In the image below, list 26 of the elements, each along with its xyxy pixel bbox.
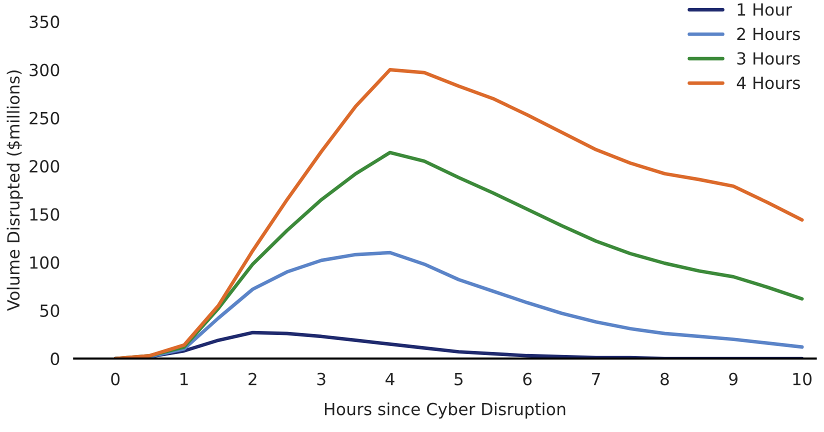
y-tick-label: 250 <box>30 112 60 124</box>
x-tick-label: 1 <box>180 372 188 386</box>
x-tick-label: 0 <box>111 372 120 386</box>
x-tick-label: 10 <box>793 372 812 386</box>
x-tick-label: 7 <box>592 372 600 386</box>
y-tick-label: 100 <box>30 256 60 269</box>
y-tick-label: 150 <box>30 208 60 221</box>
x-tick-label: 4 <box>386 372 394 386</box>
x-tick-label: 3 <box>317 372 326 386</box>
legend-label: 4 Hours <box>736 76 800 90</box>
x-tick-label: 8 <box>660 372 669 386</box>
x-tick-label: 9 <box>729 372 738 386</box>
y-tick-label: 0 <box>50 352 60 366</box>
x-tick-label: 5 <box>454 372 463 386</box>
legend-label: 2 Hours <box>737 28 800 40</box>
y-tick-label: 200 <box>30 160 60 173</box>
legend-label: 1 Hour <box>738 3 792 16</box>
y-tick-label: 350 <box>30 16 60 28</box>
legend-label: 3 Hours <box>737 52 800 65</box>
x-tick-label: 6 <box>523 372 532 386</box>
y-axis-title: Volume Disrupted ($millions) <box>6 70 23 311</box>
x-axis-title: Hours since Cyber Disruption <box>324 402 566 419</box>
y-tick-label: 300 <box>30 64 60 76</box>
line-series <box>114 68 804 359</box>
x-tick-label: 2 <box>248 372 256 386</box>
y-tick-label: 50 <box>40 304 60 317</box>
